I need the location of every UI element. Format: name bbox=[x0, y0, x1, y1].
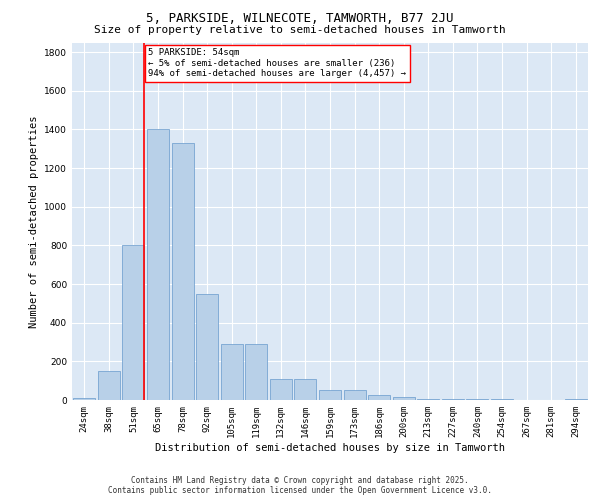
Bar bbox=[147, 130, 169, 400]
X-axis label: Distribution of semi-detached houses by size in Tamworth: Distribution of semi-detached houses by … bbox=[155, 442, 505, 452]
Bar bbox=[368, 395, 390, 400]
Bar bbox=[565, 399, 587, 400]
Bar bbox=[442, 399, 464, 400]
Bar bbox=[122, 246, 145, 400]
Text: 5 PARKSIDE: 54sqm
← 5% of semi-detached houses are smaller (236)
94% of semi-det: 5 PARKSIDE: 54sqm ← 5% of semi-detached … bbox=[148, 48, 406, 78]
Bar bbox=[245, 344, 268, 400]
Bar bbox=[344, 390, 365, 400]
Bar bbox=[270, 378, 292, 400]
Bar bbox=[319, 390, 341, 400]
Y-axis label: Number of semi-detached properties: Number of semi-detached properties bbox=[29, 115, 38, 328]
Bar bbox=[172, 143, 194, 400]
Bar bbox=[221, 344, 243, 400]
Text: Size of property relative to semi-detached houses in Tamworth: Size of property relative to semi-detach… bbox=[94, 25, 506, 35]
Bar bbox=[417, 399, 439, 400]
Bar bbox=[98, 371, 120, 400]
Bar bbox=[196, 294, 218, 400]
Bar bbox=[466, 399, 488, 400]
Text: 5, PARKSIDE, WILNECOTE, TAMWORTH, B77 2JU: 5, PARKSIDE, WILNECOTE, TAMWORTH, B77 2J… bbox=[146, 12, 454, 26]
Bar bbox=[392, 397, 415, 400]
Bar bbox=[73, 398, 95, 400]
Bar bbox=[295, 378, 316, 400]
Text: Contains HM Land Registry data © Crown copyright and database right 2025.
Contai: Contains HM Land Registry data © Crown c… bbox=[108, 476, 492, 495]
